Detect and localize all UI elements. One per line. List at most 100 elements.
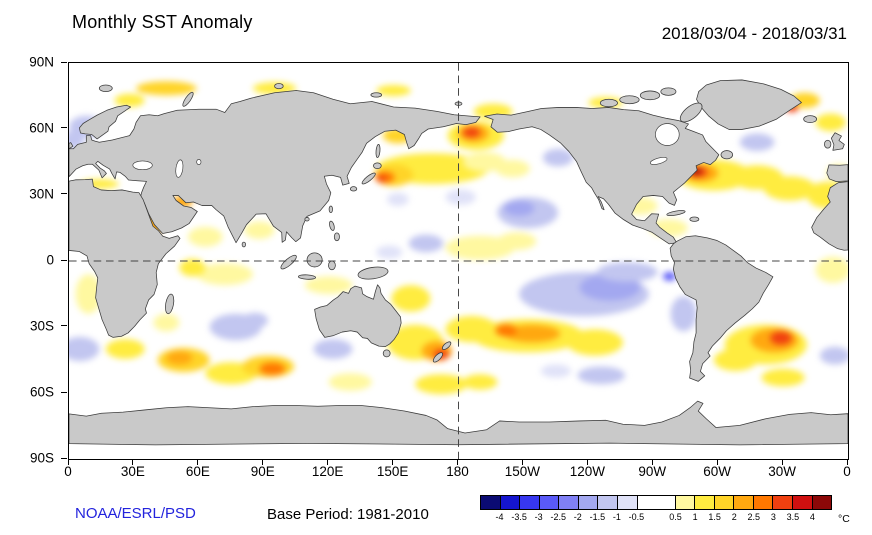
- land-layer: [69, 79, 848, 446]
- lake-great-lakes: [649, 156, 668, 165]
- island-new-guinea: [357, 266, 389, 280]
- landmass-eurasia: [69, 90, 481, 244]
- anomaly-region: [387, 192, 409, 206]
- anomaly-region: [408, 234, 444, 253]
- anomaly-region: [376, 85, 411, 96]
- lon-tick-mark: [197, 459, 199, 465]
- landmass-africa: [69, 178, 181, 338]
- lon-tick-mark: [716, 459, 718, 465]
- lon-tick-mark: [457, 459, 458, 465]
- colorbar-segments: [480, 495, 832, 510]
- island-new-zealand-north: [441, 341, 452, 350]
- colorbar-tick-labels: -4 -3.5 -3 -2.5 -2 -1.5 -1 -0.5 0.5 1 1.5 2 2.5 3 3.5 4: [480, 512, 832, 524]
- anomaly-region: [596, 262, 658, 282]
- lon-tick-mark: [846, 459, 848, 465]
- landmass-west-africa-east-edge: [811, 181, 848, 251]
- colorbar-tick-label: 3.5: [786, 512, 800, 522]
- island-hispaniola: [689, 216, 700, 222]
- island-hokkaido: [373, 162, 382, 169]
- colorbar-tick-label: -1.5: [589, 512, 606, 522]
- colorbar-segment: [811, 496, 832, 509]
- colorbar-segment: [791, 496, 812, 509]
- colorbar-segment: [752, 496, 773, 509]
- lon-tick-mark: [132, 459, 134, 465]
- colorbar-segment: [577, 496, 598, 509]
- colorbar-tick-label: 0.5: [669, 512, 682, 522]
- colorbar-unit-label: °C: [838, 513, 850, 525]
- lat-tick-label: 60S: [29, 384, 54, 400]
- page-title: Monthly SST Anomaly: [72, 12, 253, 32]
- anomaly-region: [540, 364, 572, 378]
- anomaly-region: [770, 331, 792, 345]
- colorbar-segment: [713, 496, 734, 509]
- anomaly-region: [815, 113, 846, 132]
- landmass-south-america: [669, 235, 774, 382]
- colorbar-segment: [772, 496, 792, 509]
- landmass-australia: [314, 284, 402, 347]
- island-sri-lanka: [241, 241, 246, 248]
- lon-tick-label: 30E: [120, 464, 145, 479]
- island-sakhalin: [375, 144, 381, 158]
- lon-tick-label: 150W: [504, 464, 541, 479]
- lon-tick-label: 150E: [376, 464, 409, 479]
- lat-tick-mark: [61, 61, 67, 63]
- colorbar-segment: [538, 496, 559, 509]
- lat-axis-ticks: [61, 61, 67, 459]
- anomaly-region: [497, 232, 537, 250]
- colorbar-segment: [694, 496, 714, 509]
- anomaly-region: [242, 312, 269, 329]
- lat-tick-label: 90N: [29, 54, 54, 70]
- lat-tick-label: 0: [46, 252, 54, 268]
- lon-tick-label: 180: [446, 464, 469, 479]
- sst-anomaly-map: [68, 62, 849, 460]
- lake-aral: [196, 159, 202, 165]
- anomaly-region: [313, 339, 353, 359]
- reference-lines-layer: [69, 63, 848, 459]
- landmass-scandinavia: [79, 104, 132, 140]
- island-kyushu: [349, 186, 358, 192]
- lat-tick-mark: [61, 457, 67, 459]
- lake-caspian: [175, 159, 184, 178]
- anomaly-region: [114, 93, 145, 107]
- lat-tick-mark: [61, 325, 67, 327]
- lon-tick-label: 60E: [185, 464, 210, 479]
- anomaly-region: [136, 81, 197, 96]
- colorbar-segment: [636, 496, 675, 509]
- colorbar-tick-label: 2: [731, 512, 737, 522]
- anomaly-region: [761, 368, 805, 387]
- island-borneo: [306, 252, 323, 268]
- lon-tick-mark: [327, 459, 329, 465]
- lon-tick-mark: [521, 459, 523, 465]
- lon-tick-mark: [392, 459, 394, 465]
- anomaly-region: [815, 256, 848, 283]
- island-arctic-canada-4: [660, 87, 677, 96]
- anomaly-region: [713, 349, 758, 371]
- lat-tick-label: 60N: [29, 120, 54, 136]
- island-madagascar: [165, 293, 175, 315]
- colorbar-tick-label: 3: [770, 512, 776, 522]
- island-arctic-canada-1: [599, 98, 618, 108]
- anomaly-region: [495, 324, 517, 337]
- island-java: [298, 274, 317, 280]
- anomaly-region: [662, 272, 676, 281]
- anomaly-region: [415, 374, 468, 395]
- colorbar-tick-label: -2: [573, 512, 582, 522]
- landmass-greenland: [696, 79, 802, 130]
- landmass-england-west-edge: [69, 142, 74, 150]
- anomaly-region: [445, 235, 515, 260]
- date-range-label: 2018/03/04 - 2018/03/31: [661, 24, 847, 43]
- anomaly-region: [188, 226, 223, 247]
- landmass-iberia-east-edge: [826, 164, 848, 182]
- anomaly-region: [462, 127, 481, 138]
- lon-tick-label: 90E: [250, 464, 275, 479]
- island-sulawesi: [328, 260, 336, 271]
- lon-tick-label: 0: [64, 464, 72, 479]
- island-severnaya-zemlya: [274, 83, 284, 90]
- anomaly-region: [328, 373, 372, 391]
- island-new-zealand-south: [432, 352, 443, 363]
- island-mindanao: [333, 232, 340, 242]
- colorbar-segment: [616, 496, 637, 509]
- anomaly-blobs-layer: [69, 81, 848, 395]
- anomaly-region: [462, 374, 498, 390]
